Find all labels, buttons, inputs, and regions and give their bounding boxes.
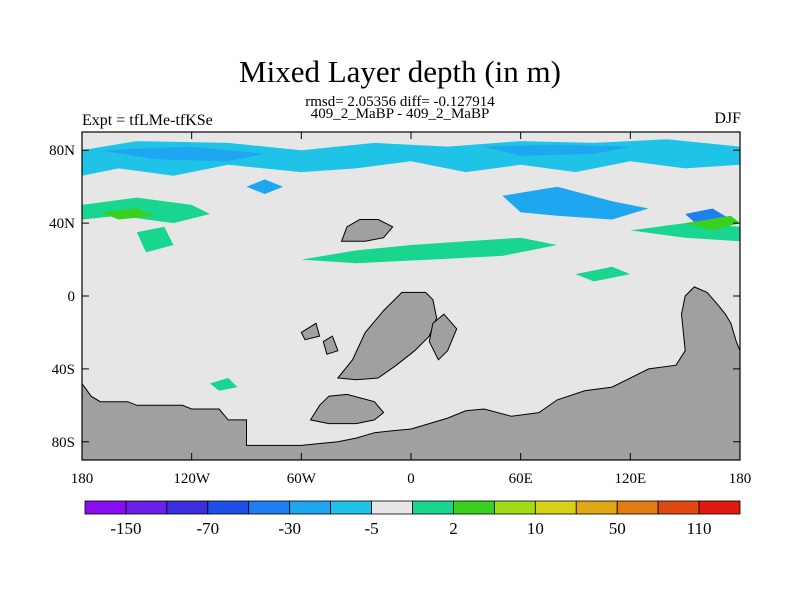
- colorbar-label: -5: [364, 519, 378, 538]
- colorbar-swatch: [84, 500, 127, 515]
- y-tick-label: 80S: [52, 435, 75, 451]
- colorbar-swatch: [412, 500, 454, 515]
- colorbar-label: 110: [687, 519, 712, 538]
- land-region: [300, 322, 321, 341]
- land-region: [309, 393, 385, 425]
- colorbar-swatch: [330, 500, 372, 515]
- anomaly-patch: [82, 197, 210, 224]
- anomaly-patch: [685, 208, 731, 231]
- anomaly-patch: [502, 186, 649, 220]
- anomaly-patch: [301, 237, 558, 264]
- land-layer: [82, 219, 740, 460]
- x-tick-label: 60E: [509, 471, 533, 487]
- colorbar-swatch: [289, 500, 332, 515]
- colorbar-label: 2: [449, 519, 458, 538]
- x-axis: 180 120W 60W 0 60E 120E 180: [71, 132, 752, 487]
- x-tick-label: 120E: [614, 471, 646, 487]
- colorbar-swatch: [125, 500, 168, 515]
- land-region: [336, 291, 438, 381]
- colorbar-label: -150: [110, 519, 141, 538]
- land-region: [340, 219, 394, 242]
- y-axis: 80N 40N 0 40S 80S: [49, 143, 740, 451]
- colorbar-swatch: [453, 500, 495, 515]
- colorbar-swatch: [248, 500, 291, 515]
- colorbar-swatch: [698, 500, 741, 515]
- x-tick-label: 180: [729, 471, 752, 487]
- anomaly-layer: [82, 139, 740, 391]
- colorbar-swatch: [616, 500, 659, 515]
- anomaly-patch: [136, 226, 174, 253]
- colorbar-swatch: [371, 500, 413, 515]
- chart-title: Mixed Layer depth (in m): [239, 54, 561, 89]
- anomaly-patch: [100, 146, 265, 162]
- center-string: 409_2_MaBP - 409_2_MaBP: [310, 106, 490, 122]
- colorbar-label: 10: [527, 519, 544, 538]
- anomaly-patch: [685, 215, 740, 231]
- colorbar: -150 -70 -30 -5 2 10 50 110: [84, 500, 741, 538]
- colorbar-label: -30: [278, 519, 301, 538]
- x-tick-label: 180: [71, 471, 94, 487]
- land-region: [428, 313, 458, 361]
- x-tick-label: 0: [407, 471, 415, 487]
- y-tick-label: 40N: [49, 216, 75, 232]
- land-region: [82, 286, 740, 460]
- colorbar-swatch: [493, 500, 536, 515]
- colorbar-swatch: [657, 500, 700, 515]
- land-region: [322, 335, 339, 355]
- colorbar-label: 50: [609, 519, 626, 538]
- colorbar-swatch: [534, 500, 577, 515]
- colorbar-swatch: [166, 500, 209, 515]
- anomaly-patch: [209, 378, 238, 391]
- colorbar-label: -70: [196, 519, 219, 538]
- anomaly-patch: [100, 208, 156, 220]
- stats-line: rmsd= 2.05356 diff= -0.127914: [305, 94, 495, 110]
- anomaly-patch: [484, 144, 631, 156]
- experiment-label: Expt = tfLMe-tfKSe: [82, 112, 213, 129]
- colorbar-swatch: [207, 500, 250, 515]
- x-tick-label: 60W: [287, 471, 317, 487]
- colorbar-swatch: [575, 500, 618, 515]
- anomaly-patch: [246, 179, 284, 194]
- x-tick-label: 120W: [173, 471, 211, 487]
- season-label: DJF: [714, 110, 741, 127]
- y-tick-label: 0: [68, 289, 76, 305]
- anomaly-patch: [575, 266, 631, 282]
- y-tick-label: 80N: [49, 143, 75, 159]
- y-tick-label: 40S: [52, 362, 75, 378]
